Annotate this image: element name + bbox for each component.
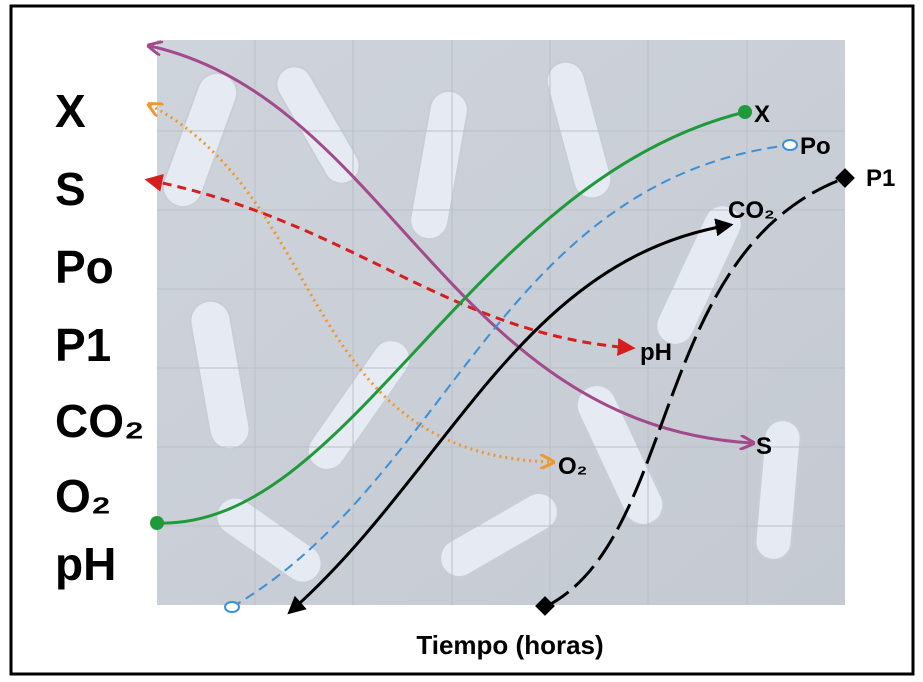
po-start <box>225 602 239 612</box>
axis-label: S <box>55 163 86 215</box>
x-end <box>738 105 752 119</box>
x-start <box>150 516 164 530</box>
x-axis-label: Tiempo (horas) <box>416 630 603 660</box>
curve-label: O₂ <box>558 453 587 480</box>
axis-label: pH <box>55 538 116 590</box>
curve-label: P1 <box>866 165 895 192</box>
curve-label: S <box>756 433 772 460</box>
axis-label: Po <box>55 241 114 293</box>
axis-label: O₂ <box>55 470 111 522</box>
curve-label: Po <box>800 133 831 160</box>
curve-label: X <box>754 101 770 128</box>
curve-label: pH <box>640 339 672 366</box>
axis-label: X <box>55 85 86 137</box>
axis-label: CO₂ <box>55 395 144 447</box>
plot-background <box>157 40 845 605</box>
po-end <box>783 140 797 150</box>
axis-label: P1 <box>55 319 111 371</box>
diagram: X S Po P1 CO₂ O₂ pH X Po P1 CO₂ pH O₂ S … <box>0 0 923 682</box>
curve-label: CO₂ <box>728 197 775 224</box>
